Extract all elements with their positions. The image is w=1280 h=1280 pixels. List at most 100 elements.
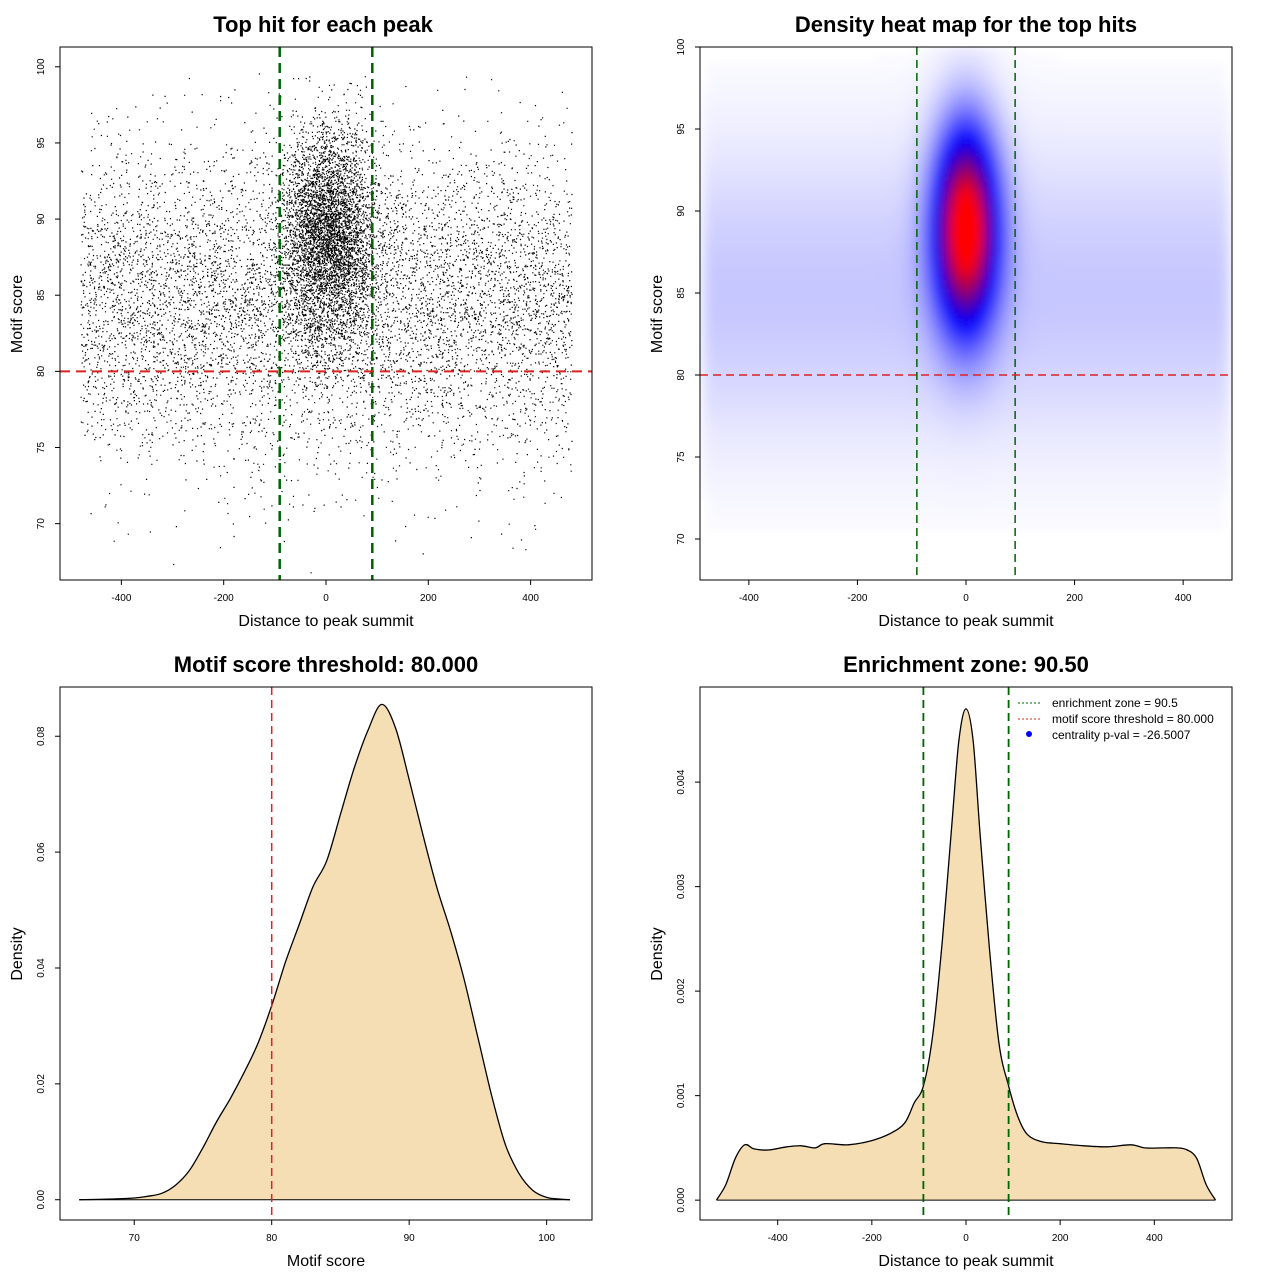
x-tick-label: 200 <box>1052 1233 1069 1244</box>
heatmap-cell <box>1163 72 1172 81</box>
heatmap-cell <box>783 288 792 298</box>
heatmap-cell <box>1019 188 1028 198</box>
x-tick-label: -200 <box>847 593 867 604</box>
heatmap-cell <box>821 238 830 248</box>
heatmap-cell <box>836 288 845 298</box>
heatmap-cell <box>935 355 944 364</box>
heatmap-cell <box>745 138 754 148</box>
heatmap-cell <box>791 505 800 514</box>
heatmap-cell <box>1026 113 1035 123</box>
heatmap-cell <box>973 205 982 215</box>
heatmap-cell <box>1156 155 1165 165</box>
heatmap-cell <box>1133 313 1142 323</box>
heatmap-cell <box>988 213 997 223</box>
heatmap-cell <box>1163 405 1172 414</box>
heatmap-cell <box>958 455 967 464</box>
heatmap-cell <box>973 371 982 381</box>
heatmap-cell <box>1019 238 1028 248</box>
heatmap-cell <box>981 63 990 73</box>
heatmap-cell <box>882 180 891 190</box>
heatmap-cell <box>776 321 785 331</box>
heatmap-cell <box>874 55 883 65</box>
heatmap-cell <box>1080 263 1089 273</box>
heatmap-cell <box>1064 113 1073 123</box>
heatmap-cell <box>1118 80 1127 90</box>
heatmap-cell <box>1186 471 1195 481</box>
heatmap-cell <box>844 163 853 173</box>
heatmap-cell <box>950 330 959 340</box>
heatmap-cell <box>798 271 807 281</box>
heatmap-cell <box>852 97 861 106</box>
heatmap-cell <box>973 413 982 423</box>
heatmap-cell <box>867 171 876 181</box>
heatmap-cell <box>783 488 792 498</box>
heatmap-cell <box>882 288 891 298</box>
heatmap-cell <box>1125 480 1134 489</box>
heatmap-cell <box>1064 305 1073 315</box>
heatmap-cell <box>1186 271 1195 281</box>
heatmap-cell <box>966 188 975 198</box>
heatmap-cell <box>776 122 785 131</box>
heatmap-cell <box>730 155 739 165</box>
heatmap-cell <box>996 421 1005 431</box>
heatmap-cell <box>1209 505 1218 514</box>
heatmap-cell <box>859 413 868 423</box>
heatmap-cell <box>1095 355 1104 364</box>
heatmap-cell <box>1102 396 1111 406</box>
heatmap-cell <box>1163 246 1172 256</box>
heatmap-cell <box>1095 313 1104 323</box>
heatmap-cell <box>852 521 861 531</box>
heatmap-cell <box>722 488 731 498</box>
heatmap-cell <box>1171 296 1180 306</box>
heatmap-cell <box>1163 313 1172 323</box>
heatmap-cell <box>897 238 906 248</box>
heatmap-cell <box>836 221 845 231</box>
heatmap-cell <box>783 271 792 281</box>
heatmap-cell <box>722 63 731 73</box>
heatmap-cell <box>1057 155 1066 165</box>
heatmap-cell <box>1178 288 1187 298</box>
heatmap-cell <box>1140 146 1149 156</box>
heatmap-cell <box>1087 146 1096 156</box>
heatmap-cell <box>1049 330 1058 340</box>
heatmap-cell <box>996 471 1005 481</box>
heatmap-cell <box>1156 146 1165 156</box>
heatmap-cell <box>1004 271 1013 281</box>
heatmap-cell <box>844 496 853 506</box>
heatmap-cell <box>859 455 868 464</box>
heatmap-cell <box>988 321 997 331</box>
heatmap-cell <box>950 113 959 123</box>
heatmap-cell <box>973 230 982 240</box>
heatmap-cell <box>874 238 883 248</box>
heatmap-cell <box>1057 321 1066 331</box>
heatmap-cell <box>798 405 807 414</box>
heatmap-cell <box>1194 480 1203 489</box>
heatmap-cell <box>836 496 845 506</box>
heatmap-cell <box>806 88 815 98</box>
heatmap-cell <box>791 155 800 165</box>
heatmap-cell <box>1004 280 1013 290</box>
heatmap-cell <box>1042 338 1051 348</box>
heatmap-cell <box>798 163 807 173</box>
heatmap-cell <box>1049 205 1058 215</box>
heatmap-cell <box>935 446 944 456</box>
heatmap-cell <box>1064 388 1073 398</box>
heatmap-cell <box>700 213 709 223</box>
heatmap-cell <box>935 480 944 489</box>
heatmap-cell <box>814 221 823 231</box>
heatmap-cell <box>814 130 823 140</box>
heatmap-cell <box>1004 413 1013 423</box>
heatmap-cell <box>1216 438 1225 448</box>
heatmap-cell <box>1110 188 1119 198</box>
heatmap-cell <box>1201 521 1210 531</box>
heatmap-cell <box>1186 72 1195 81</box>
heatmap-cell <box>966 146 975 156</box>
heatmap-cell <box>1118 230 1127 240</box>
heatmap-cell <box>1148 455 1157 464</box>
heatmap-cell <box>730 363 739 373</box>
heatmap-cell <box>867 305 876 315</box>
heatmap-cell <box>1049 471 1058 481</box>
heatmap-cell <box>996 230 1005 240</box>
heatmap-cell <box>1080 305 1089 315</box>
heatmap-cell <box>760 296 769 306</box>
